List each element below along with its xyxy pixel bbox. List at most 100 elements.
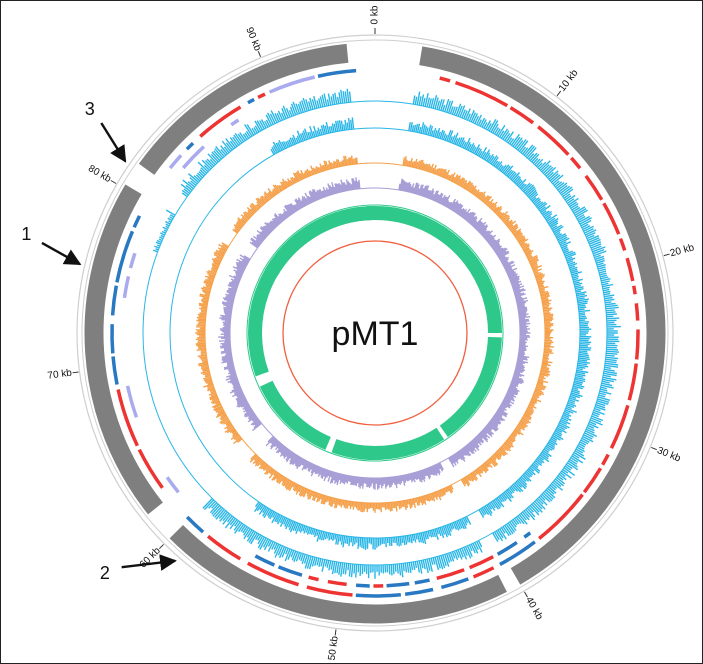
conserved-baseline bbox=[246, 204, 504, 462]
gene-feature bbox=[206, 534, 242, 561]
gene-feature bbox=[569, 156, 582, 170]
gene-feature bbox=[601, 453, 610, 466]
coverage-track-a-bars bbox=[152, 88, 621, 579]
gene-feature bbox=[440, 577, 469, 590]
gene-feature bbox=[122, 275, 131, 299]
gene-feature bbox=[165, 476, 180, 494]
gc-skew-track-bars bbox=[218, 177, 531, 490]
backbone-segment bbox=[84, 184, 163, 515]
gene-feature bbox=[386, 581, 410, 588]
gene-feature bbox=[115, 230, 135, 283]
gene-feature bbox=[355, 583, 370, 588]
gene-feature bbox=[306, 585, 353, 597]
gene-feature bbox=[308, 575, 319, 582]
conserved-block bbox=[439, 336, 502, 438]
gene-feature bbox=[230, 118, 240, 127]
gene-feature bbox=[602, 202, 621, 235]
gene-feature bbox=[199, 105, 242, 138]
gene-feature bbox=[137, 448, 164, 489]
tick-label: 70 kb bbox=[47, 368, 73, 382]
arrow-2 bbox=[121, 554, 177, 571]
gene-feature bbox=[582, 467, 603, 494]
gene-feature bbox=[268, 75, 316, 94]
gene-feature bbox=[496, 541, 518, 556]
arrow-label-2: 2 bbox=[100, 563, 110, 583]
gene-feature bbox=[523, 531, 532, 539]
ring-tracks bbox=[76, 34, 674, 632]
conserved-block bbox=[265, 206, 375, 277]
gene-feature bbox=[125, 385, 139, 418]
gene-feature bbox=[632, 285, 637, 295]
gc-skew-track bbox=[218, 177, 531, 490]
tick-mark bbox=[663, 253, 670, 257]
gene-feature bbox=[327, 579, 347, 587]
gene-feature bbox=[132, 215, 142, 229]
tick-mark bbox=[158, 544, 164, 550]
gene-feature bbox=[181, 145, 206, 170]
gene-feature bbox=[404, 587, 434, 597]
tick-label: 90 kb bbox=[243, 26, 263, 53]
backbone-segment bbox=[169, 524, 507, 624]
gc-content-track-bars bbox=[195, 155, 555, 513]
tick-label: 10 kb bbox=[557, 67, 581, 93]
coverage-track-b bbox=[169, 117, 592, 550]
gene-feature bbox=[168, 154, 183, 170]
gene-feature bbox=[277, 565, 303, 577]
gene-feature bbox=[609, 404, 630, 449]
tick-mark bbox=[651, 446, 657, 451]
tick-mark bbox=[524, 591, 528, 598]
backbone-segment bbox=[419, 46, 666, 585]
gene-feature bbox=[111, 356, 119, 385]
coverage-track-b-baseline bbox=[169, 127, 581, 539]
gene-feature bbox=[436, 568, 465, 581]
gene-feature bbox=[584, 174, 604, 201]
arrow-1 bbox=[41, 241, 82, 266]
gene-track-inner bbox=[122, 118, 532, 588]
gene-feature bbox=[355, 592, 402, 598]
tick-mark bbox=[257, 51, 262, 57]
gene-feature bbox=[537, 125, 570, 156]
plasmid-title: pMT1 bbox=[332, 315, 419, 353]
gene-feature bbox=[618, 237, 627, 252]
gene-feature bbox=[414, 578, 430, 585]
gene-feature bbox=[110, 324, 115, 354]
gene-feature bbox=[625, 257, 635, 282]
gene-feature bbox=[246, 561, 300, 587]
tick-mark bbox=[556, 90, 562, 97]
gene-feature bbox=[247, 97, 255, 105]
gc-content-track-baseline bbox=[204, 162, 546, 504]
coverage-track-b-bars bbox=[254, 117, 592, 550]
conserved-region-track bbox=[246, 204, 504, 462]
arrow-label-3: 3 bbox=[85, 99, 95, 119]
coverage-track-a bbox=[142, 88, 621, 579]
gene-feature bbox=[468, 555, 494, 570]
tick-label: 40 kb bbox=[523, 595, 545, 622]
backbone-segment bbox=[138, 43, 349, 175]
tick-mark bbox=[334, 629, 337, 636]
gene-feature bbox=[439, 76, 451, 83]
tick-mark bbox=[110, 180, 117, 184]
tick-mark bbox=[72, 371, 79, 374]
gene-feature bbox=[454, 80, 509, 108]
gene-feature bbox=[128, 252, 137, 269]
gene-feature bbox=[509, 106, 535, 125]
gene-feature bbox=[185, 515, 205, 534]
gene-feature bbox=[538, 493, 584, 540]
tick-label: 80 kb bbox=[86, 163, 113, 185]
inner-reference-ring bbox=[282, 240, 468, 426]
gene-feature bbox=[257, 92, 266, 99]
gene-feature bbox=[634, 303, 640, 321]
coverage-track-a-baseline bbox=[142, 100, 608, 566]
arrow-label-1: 1 bbox=[21, 224, 31, 244]
gene-feature bbox=[634, 329, 640, 360]
backbone-outline-outer bbox=[76, 34, 674, 632]
tick-label: 20 kb bbox=[669, 242, 696, 259]
gene-feature bbox=[185, 141, 195, 151]
gene-feature bbox=[499, 540, 536, 566]
gene-feature bbox=[317, 68, 357, 78]
conserved-block bbox=[331, 427, 445, 460]
backbone-outline-inner bbox=[81, 39, 669, 627]
tick-label: 30 kb bbox=[655, 445, 682, 465]
tick-label: 0 kb bbox=[370, 5, 381, 24]
